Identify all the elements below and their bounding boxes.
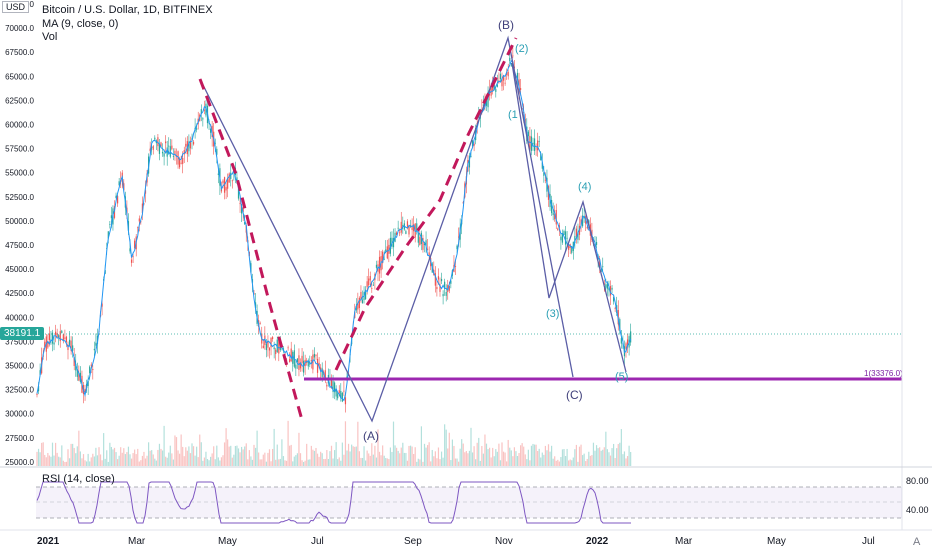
support-label: 1(33376.0) [864,369,903,378]
price-tick-label: 30000.0 [5,410,34,419]
price-tick-label: 70000.0 [5,24,34,33]
wave-label-a: (A) [363,429,379,443]
price-tick-label: 47500.0 [5,241,34,250]
price-tick-label: 50000.0 [5,217,34,226]
wave-label-b: (B) [498,18,514,32]
time-label: 2022 [586,536,609,547]
volume-bars [36,420,632,466]
wave-label-2: (2) [515,43,528,55]
time-label: Sep [404,536,422,547]
price-tick-label: 35000.0 [5,362,34,371]
wave-label-4: (4) [578,181,591,193]
time-label: May [218,536,237,547]
price-tick-label: 40000.0 [5,313,34,322]
impulse-wave-lines[interactable] [511,62,627,373]
time-label: Jul [862,536,875,547]
time-label: Mar [675,536,693,547]
wave-label-3: (3) [546,308,559,320]
time-label: Jul [311,536,324,547]
abc-wave-lines[interactable] [199,35,574,423]
rsi-line [36,481,631,524]
dashed-down-path[interactable] [198,78,304,421]
moving-average-line [36,60,632,402]
rsi-indicator-label[interactable]: RSI (14, close) [42,473,115,485]
last-price-tag: 38191.1 [0,327,45,340]
price-tick-label: 32500.0 [5,386,34,395]
price-tick-label: 55000.0 [5,169,34,178]
price-tick-label: 52500.0 [5,193,34,202]
price-tick-label: 27500.0 [5,434,34,443]
price-axis[interactable]: 72500.070000.067500.065000.062500.060000… [5,0,34,467]
dashed-up-path[interactable] [334,37,518,371]
price-tick-label: 25000.0 [5,458,34,467]
currency-badge[interactable]: USD [2,1,30,13]
price-tick-label: 37500.0 [5,337,34,346]
rsi-tick-80: 80.00 [906,476,929,486]
time-axis[interactable]: 2021 Mar May Jul Sep Nov 2022 Mar May Ju… [37,536,875,547]
price-tick-label: 67500.0 [5,48,34,57]
price-tick-label: 60000.0 [5,121,34,130]
wave-label-1: (1 [508,109,518,121]
volume-indicator-label[interactable]: Vol [42,31,58,43]
wave-label-c: (C) [566,388,583,402]
price-tick-label: 62500.0 [5,96,34,105]
price-tick-label: 45000.0 [5,265,34,274]
price-tick-label: 65000.0 [5,72,34,81]
ma-indicator-label[interactable]: MA (9, close, 0) [42,18,119,30]
symbol-title: Bitcoin / U.S. Dollar, 1D, BITFINEX [42,4,213,16]
rsi-tick-40: 40.00 [906,505,929,515]
rsi-band [36,487,902,518]
time-label: Mar [128,536,146,547]
price-tick-label: 57500.0 [5,145,34,154]
time-label: 2021 [37,536,60,547]
time-label: Nov [495,536,513,547]
wave-label-5: (5) [615,371,628,383]
time-label: May [767,536,786,547]
price-tick-label: 42500.0 [5,289,34,298]
auto-scale-button[interactable]: A [913,536,921,548]
